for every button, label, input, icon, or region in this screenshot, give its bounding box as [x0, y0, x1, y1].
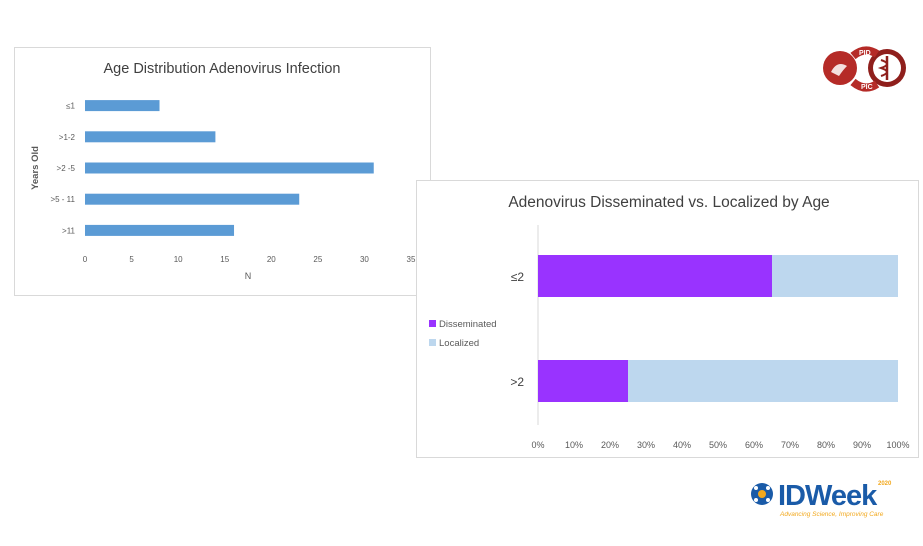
chart2-x-tick-4: 40%: [673, 440, 691, 450]
idweek-logo: IDWeek 2020 Advancing Science, Improving…: [748, 476, 900, 520]
chart1-bar-1: [85, 131, 216, 143]
chart2-x-tick-1: 10%: [565, 440, 583, 450]
chart1-x-tick-0: 0: [83, 255, 88, 264]
chart2-x-tick-2: 20%: [601, 440, 619, 450]
chart1-category-label-1: >1-2: [59, 133, 76, 142]
chart1-x-tick-2: 10: [174, 255, 183, 264]
chart2-legend-swatch-0: [429, 320, 436, 327]
chart1-bar-4: [85, 224, 235, 236]
idweek-year: 2020: [878, 481, 892, 487]
chart2-category-label-0: ≤2: [511, 270, 525, 284]
chart2-bar-0-0: [538, 255, 772, 297]
chart1-y-axis-label: Years Old: [30, 146, 41, 190]
chart1-x-tick-1: 5: [129, 255, 134, 264]
chart2-bar-1-0: [538, 360, 628, 402]
chart2-x-tick-5: 50%: [709, 440, 727, 450]
chart2-legend-label-1: Localized: [439, 338, 479, 349]
chart2-bar-0-1: [772, 255, 898, 297]
chart2-x-tick-0: 0%: [531, 440, 544, 450]
chart2-legend-swatch-1: [429, 339, 436, 346]
chart2-x-tick-9: 90%: [853, 440, 871, 450]
chart2-legend-label-0: Disseminated: [439, 319, 497, 330]
pids-logo: PID PIC: [813, 42, 913, 94]
age-distribution-chart-svg: Age Distribution Adenovirus Infection ≤1 >…: [30, 61, 416, 281]
chart1-x-axis-label: N: [245, 271, 252, 281]
chart1-x-tick-6: 30: [360, 255, 369, 264]
chart2-x-tick-10: 100%: [886, 440, 909, 450]
disseminated-localized-chart-svg: Adenovirus Disseminated vs. Localized by…: [429, 194, 910, 450]
chart2-x-tick-7: 70%: [781, 440, 799, 450]
chart2-x-tick-6: 60%: [745, 440, 763, 450]
chart1-x-tick-4: 20: [267, 255, 276, 264]
chart2-title: Adenovirus Disseminated vs. Localized by…: [508, 194, 829, 211]
chart1-category-label-2: >2 -5: [57, 164, 76, 173]
chart1-bar-2: [85, 162, 374, 174]
chart2-x-tick-8: 80%: [817, 440, 835, 450]
age-distribution-chart: Age Distribution Adenovirus Infection ≤1 >…: [14, 47, 431, 296]
chart1-bar-3: [85, 193, 300, 205]
chart1-category-label-3: >5 - 11: [50, 195, 75, 204]
idweek-tagline: Advancing Science, Improving Care: [779, 511, 884, 518]
chart1-title: Age Distribution Adenovirus Infection: [104, 61, 341, 77]
chart2-x-tick-3: 30%: [637, 440, 655, 450]
chart1-x-tick-7: 35: [407, 255, 416, 264]
idweek-name: IDWeek: [778, 480, 878, 512]
pids-text-top: PID: [859, 50, 871, 57]
chart1-category-label-4: >11: [62, 226, 76, 235]
chart1-x-tick-5: 25: [313, 255, 322, 264]
pids-text-bottom: PIC: [861, 84, 873, 91]
chart2-category-label-1: >2: [510, 375, 524, 389]
chart1-category-label-0: ≤1: [66, 102, 75, 111]
chart1-bar-0: [85, 100, 160, 112]
chart2-bar-1-1: [628, 360, 898, 402]
disseminated-localized-chart: Adenovirus Disseminated vs. Localized by…: [416, 180, 919, 458]
chart1-x-tick-3: 15: [220, 255, 229, 264]
